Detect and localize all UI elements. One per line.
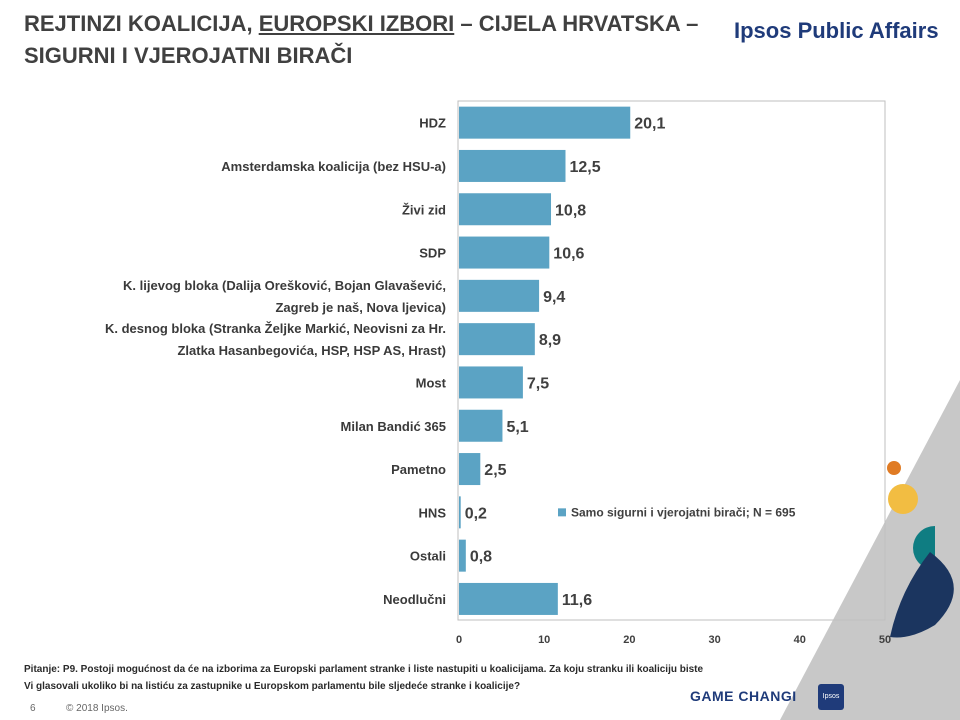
page-title: REJTINZI KOALICIJA, EUROPSKI IZBORI – CI… bbox=[24, 8, 704, 72]
bar bbox=[459, 149, 566, 182]
category-label: Neodlučni bbox=[383, 592, 446, 607]
bar bbox=[459, 409, 503, 442]
bar bbox=[459, 236, 550, 269]
plot-area-frame bbox=[457, 100, 886, 621]
bar bbox=[459, 582, 558, 615]
bar bbox=[459, 279, 540, 312]
value-label: 10,6 bbox=[553, 246, 584, 263]
value-label: 5,1 bbox=[506, 419, 528, 436]
bar bbox=[459, 106, 631, 139]
yellow-circle-decoration bbox=[888, 484, 918, 514]
category-label: Pametno bbox=[391, 462, 446, 477]
title-part-1: REJTINZI KOALICIJA, bbox=[24, 11, 259, 36]
category-label: Zagreb je naš, Nova ljevica) bbox=[275, 300, 446, 315]
bar bbox=[459, 539, 466, 572]
question-line-1: Pitanje: P9. Postoji mogućnost da će na … bbox=[24, 664, 704, 675]
category-label: HDZ bbox=[419, 116, 446, 131]
legend-label: Samo sigurni i vjerojatni birači; N = 69… bbox=[571, 505, 796, 519]
legend-swatch bbox=[558, 508, 566, 517]
category-label: K. desnog bloka (Stranka Željke Markić, … bbox=[105, 321, 446, 336]
orange-dot-decoration bbox=[887, 461, 901, 475]
question-footnote: Pitanje: P9. Postoji mogućnost da će na … bbox=[24, 661, 824, 695]
value-label: 9,4 bbox=[543, 289, 565, 306]
category-label: Most bbox=[416, 375, 447, 390]
category-label: Živi zid bbox=[402, 202, 446, 217]
category-label: Ostali bbox=[410, 549, 446, 564]
value-label: 20,1 bbox=[634, 116, 665, 133]
bar bbox=[459, 496, 461, 529]
question-line-2: Vi glasovali ukoliko bi na listiću za za… bbox=[24, 681, 521, 692]
x-tick-label: 10 bbox=[538, 634, 550, 646]
category-label: SDP bbox=[419, 246, 446, 261]
category-label: Milan Bandić 365 bbox=[341, 419, 446, 434]
slogan: GAME CHANGI bbox=[690, 688, 797, 704]
title-line-2: SIGURNI I VJEROJATNI BIRAČI bbox=[24, 43, 353, 68]
bar bbox=[459, 193, 552, 226]
value-label: 0,8 bbox=[470, 549, 492, 566]
category-label: Zlatka Hasanbegovića, HSP, HSP AS, Hrast… bbox=[177, 343, 446, 358]
category-label: HNS bbox=[419, 505, 447, 520]
category-label: K. lijevog bloka (Dalija Orešković, Boja… bbox=[123, 278, 446, 293]
value-label: 2,5 bbox=[484, 462, 506, 479]
x-tick-label: 50 bbox=[879, 634, 891, 646]
bar bbox=[459, 323, 535, 356]
x-tick-label: 0 bbox=[456, 634, 462, 646]
category-label: Amsterdamska koalicija (bez HSU-a) bbox=[221, 159, 446, 174]
title-part-2: – CIJELA HRVATSKA – bbox=[454, 11, 699, 36]
copyright: © 2018 Ipsos. bbox=[66, 703, 128, 714]
value-label: 11,6 bbox=[562, 592, 592, 609]
value-label: 10,8 bbox=[555, 202, 586, 219]
grey-triangle-decoration bbox=[780, 380, 960, 720]
x-tick-label: 40 bbox=[794, 634, 806, 646]
brand-logo: Ipsos Public Affairs bbox=[734, 18, 939, 43]
ipsos-badge-logo: Ipsos bbox=[818, 684, 844, 710]
navy-leaf-decoration bbox=[890, 552, 954, 638]
value-label: 7,5 bbox=[527, 375, 549, 392]
x-tick-label: 20 bbox=[623, 634, 635, 646]
value-label: 8,9 bbox=[539, 332, 561, 349]
bar bbox=[459, 453, 481, 486]
title-underlined: EUROPSKI IZBORI bbox=[258, 11, 455, 36]
value-label: 12,5 bbox=[570, 159, 601, 176]
value-label: 0,2 bbox=[465, 505, 487, 522]
x-tick-label: 30 bbox=[708, 634, 720, 646]
bar bbox=[459, 366, 523, 399]
page-number: 6 bbox=[30, 703, 36, 714]
